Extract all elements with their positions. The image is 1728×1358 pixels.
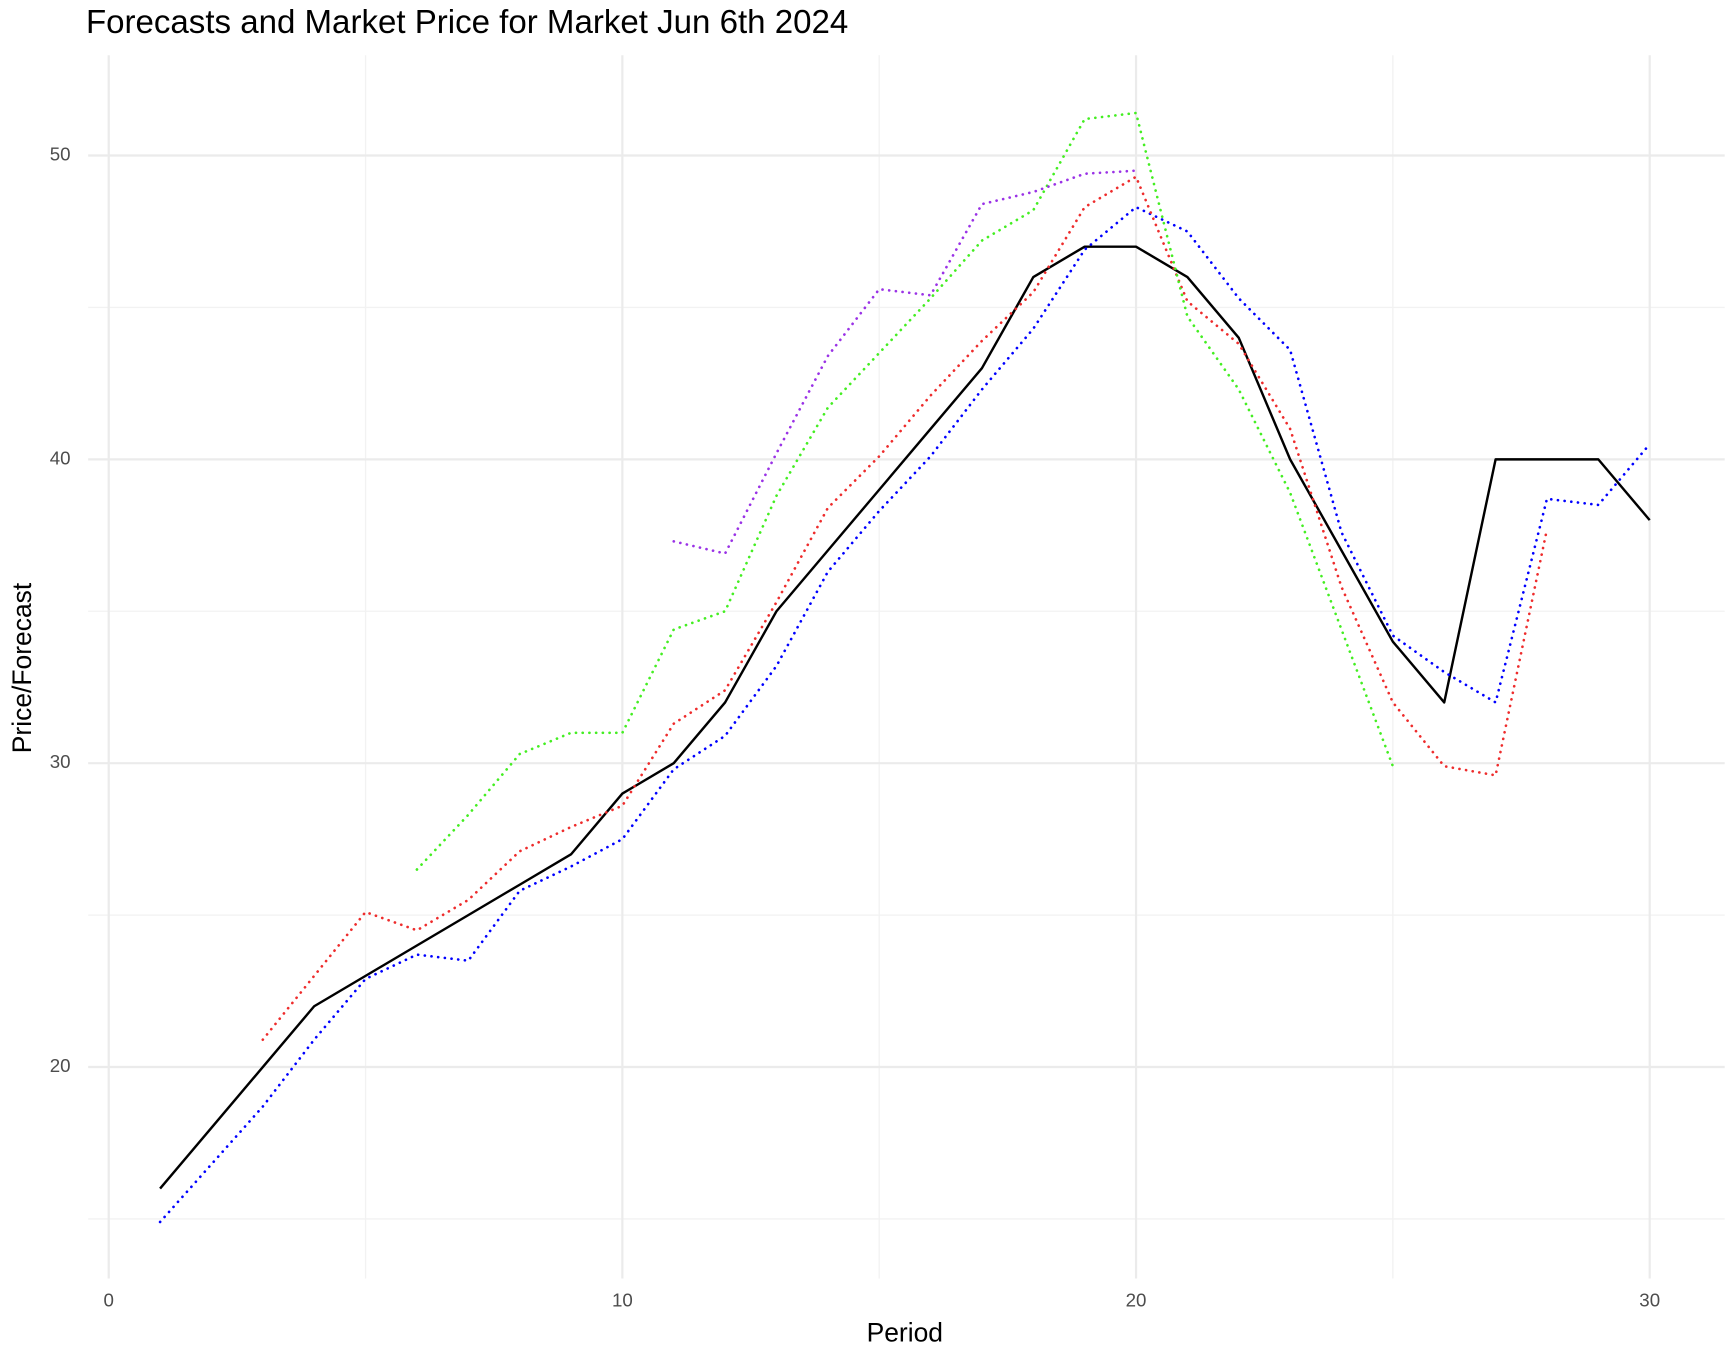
x-tick-label: 30 <box>1639 1290 1660 1311</box>
x-tick-label: 20 <box>1126 1290 1147 1311</box>
y-tick-label: 30 <box>50 751 71 772</box>
series-line <box>672 169 1138 555</box>
series-line <box>261 175 1549 1042</box>
y-tick-label: 40 <box>50 447 71 468</box>
y-tick-label: 20 <box>50 1055 71 1076</box>
x-tick-label: 0 <box>103 1290 113 1311</box>
x-axis-label: Period <box>867 1318 943 1348</box>
y-tick-label: 50 <box>50 143 71 164</box>
chart-title: Forecasts and Market Price for Market Ju… <box>86 4 848 41</box>
x-tick-label: 10 <box>612 1290 633 1311</box>
series-line <box>159 245 1651 1190</box>
series-line <box>158 205 1652 1224</box>
y-axis-label: Price/Forecast <box>7 582 37 753</box>
series-line <box>415 111 1395 871</box>
